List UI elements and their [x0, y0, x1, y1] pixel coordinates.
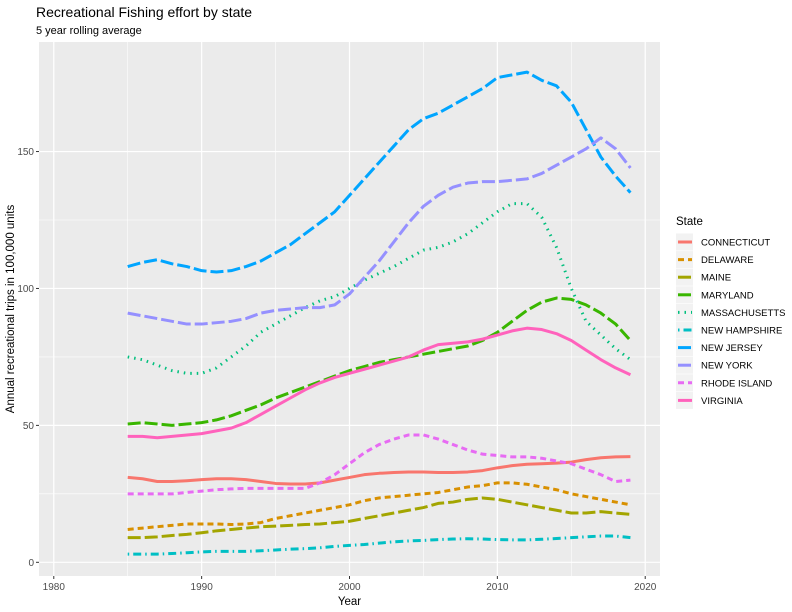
- legend-label-new-hampshire: NEW HAMPSHIRE: [701, 326, 782, 337]
- legend-title: State: [676, 216, 703, 228]
- series-line-new-hampshire: [127, 534, 631, 556]
- legend-label-virginia: VIRGINIA: [701, 396, 743, 407]
- x-axis: 1980 1990 2000 2010 2020: [43, 576, 657, 593]
- chart-title: Recreational Fishing effort by state: [36, 4, 252, 20]
- x-tick-label: 2020: [634, 582, 657, 593]
- x-axis-title: Year: [338, 596, 361, 608]
- series-line-maryland: [127, 296, 632, 427]
- legend-label-delaware: DELAWARE: [701, 255, 754, 266]
- y-axis-title: Annual recreational trips in 100,000 uni…: [5, 205, 17, 414]
- legend: State CONNECTICUT DELAWARE MAINE MARYLAND MA…: [676, 216, 785, 409]
- legend-label-connecticut: CONNECTICUT: [701, 238, 770, 249]
- x-tick-label: 1980: [43, 582, 66, 593]
- legend-key-bg: [676, 251, 693, 269]
- legend-label-maryland: MARYLAND: [701, 290, 754, 301]
- series-line-new-york: [127, 136, 632, 326]
- series-line-rhode-island: [127, 433, 631, 496]
- series-line-virginia: [127, 326, 632, 440]
- legend-label-massachusetts: MASSACHUSETTS: [701, 308, 785, 319]
- y-tick-label: 150: [17, 147, 34, 158]
- legend-key-bg: [676, 374, 693, 392]
- legend-label-rhode-island: RHODE ISLAND: [701, 378, 772, 389]
- legend-label-new-york: NEW YORK: [701, 361, 753, 372]
- y-tick-label: 100: [17, 284, 34, 295]
- series-layer: [127, 70, 632, 556]
- x-tick-label: 1990: [191, 582, 214, 593]
- y-axis: 0 50 100 150: [17, 147, 39, 569]
- x-tick-label: 2000: [338, 582, 361, 593]
- legend-label-maine: MAINE: [701, 273, 731, 284]
- series-line-new-jersey: [127, 70, 632, 274]
- y-tick-label: 50: [23, 421, 35, 432]
- x-tick-label: 2010: [486, 582, 509, 593]
- legend-label-new-jersey: NEW JERSEY: [701, 343, 763, 354]
- chart-subtitle: 5 year rolling average: [36, 25, 142, 37]
- y-tick-label: 0: [28, 558, 34, 569]
- series-line-connecticut: [127, 455, 631, 486]
- series-line-delaware: [127, 481, 631, 531]
- legend-items: CONNECTICUT DELAWARE MAINE MARYLAND MASSACHU…: [676, 233, 785, 409]
